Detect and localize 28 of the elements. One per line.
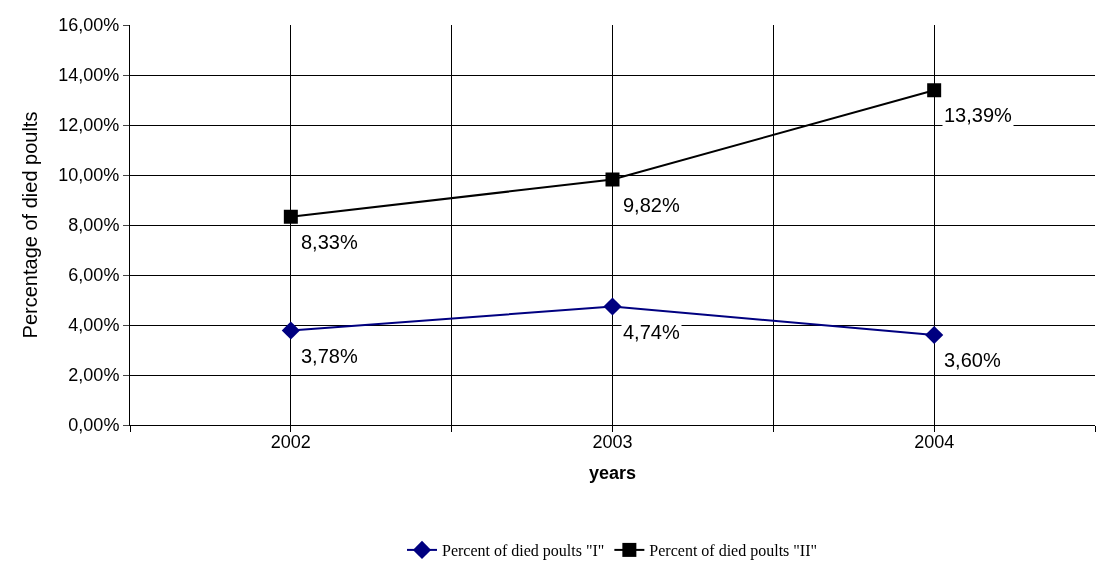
point: [603, 297, 622, 316]
y-tick-label: 12,00%: [58, 115, 120, 136]
y-axis-title: Percentage of died poults: [18, 111, 41, 339]
x-axis-title: years: [588, 462, 637, 483]
data-label: 3,60%: [944, 349, 1001, 371]
y-tick-label: 0,00%: [68, 415, 120, 436]
point: [283, 209, 298, 224]
y-tick-label: 4,00%: [68, 315, 120, 336]
x-tick-label: 2004: [914, 431, 955, 452]
point: [605, 172, 620, 187]
point: [281, 321, 300, 340]
point: [927, 83, 942, 98]
data-label: 9,82%: [623, 194, 680, 216]
legend-label: Percent of died poults "I": [442, 542, 605, 561]
y-tick-label: 2,00%: [68, 365, 120, 386]
data-label: 4,74%: [623, 321, 680, 343]
y-tick-label: 8,00%: [68, 215, 120, 236]
y-tick-label: 16,00%: [58, 15, 120, 36]
y-tick-label: 10,00%: [58, 165, 120, 186]
y-tick-label: 6,00%: [68, 265, 120, 286]
y-tick-label: 14,00%: [58, 65, 120, 86]
data-label: 3,78%: [301, 345, 358, 367]
legend-label: Percent of died poults "II": [649, 542, 818, 561]
data-label: 13,39%: [944, 104, 1013, 126]
x-tick-label: 2003: [592, 431, 633, 452]
x-tick-label: 2002: [270, 431, 311, 452]
data-label: 8,33%: [301, 231, 358, 253]
point: [925, 325, 944, 345]
